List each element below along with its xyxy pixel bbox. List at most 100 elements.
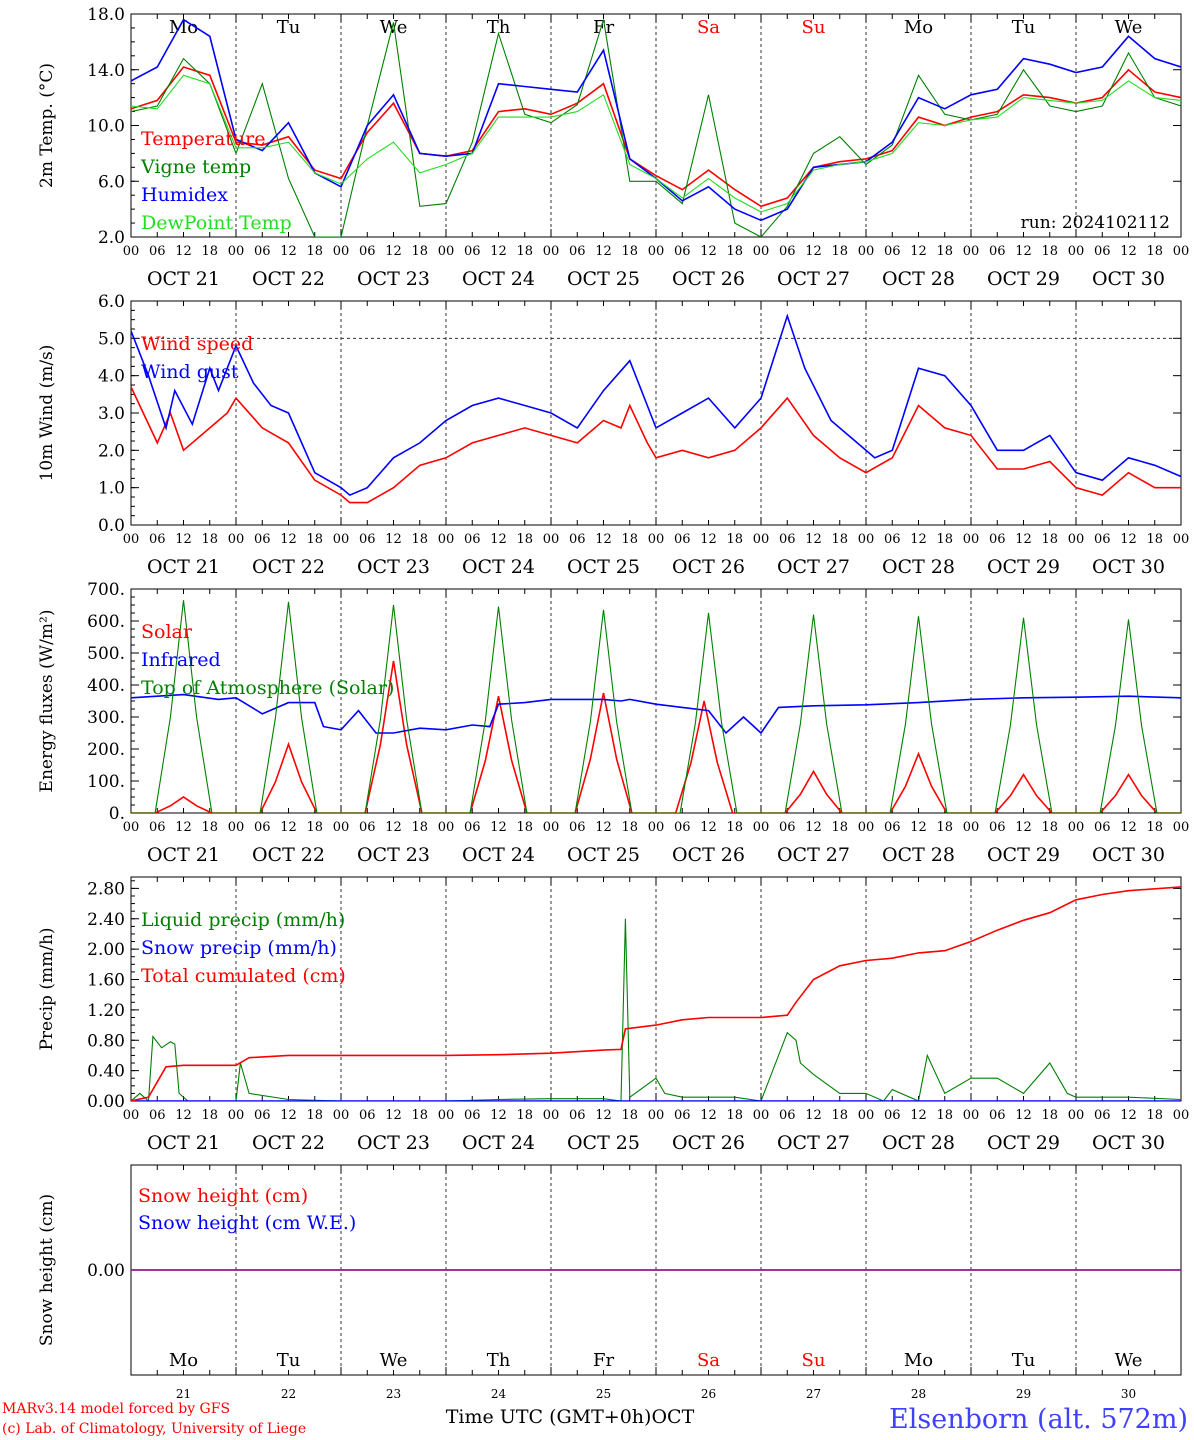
x-hour-label: 18 <box>831 532 848 547</box>
x-hour-label: 12 <box>595 244 612 259</box>
y-axis-label: 10m Wind (m/s) <box>37 345 57 482</box>
x-hour-label: 18 <box>306 820 323 835</box>
x-day-label: OCT 22 <box>252 556 325 578</box>
legend-entry: Wind speed <box>141 333 253 355</box>
series-line-temperature <box>131 66 1181 208</box>
x-hour-label: 18 <box>621 1108 638 1123</box>
x-day-label: OCT 26 <box>672 556 745 578</box>
x-hour-label: 00 <box>1173 1108 1190 1123</box>
x-day-label: OCT 26 <box>672 1132 745 1154</box>
weekday-label: Sa <box>697 17 720 38</box>
x-hour-label: 06 <box>464 244 481 259</box>
x-hour-label: 06 <box>149 532 166 547</box>
legend-entry: Solar <box>141 621 193 643</box>
x-hour-label: 06 <box>779 820 796 835</box>
x-hour-label: 06 <box>884 244 901 259</box>
x-day-label: OCT 26 <box>672 268 745 290</box>
x-day-label: OCT 24 <box>462 844 535 866</box>
x-hour-label: 18 <box>201 532 218 547</box>
x-axis-month: OCT <box>651 1406 694 1428</box>
x-hour-label: 18 <box>936 244 953 259</box>
x-hour-label: 12 <box>175 1108 192 1123</box>
x-hour-label: 00 <box>963 1108 980 1123</box>
series-line-dewpoint-temp <box>131 74 1181 213</box>
x-hour-label: 12 <box>1120 244 1137 259</box>
weekday-label: Sa <box>697 1350 720 1371</box>
credit-line-lab: (c) Lab. of Climatology, University of L… <box>2 1421 306 1437</box>
legend-entry: Snow height (cm W.E.) <box>138 1212 356 1234</box>
x-hour-label: 18 <box>936 820 953 835</box>
x-day-label: OCT 30 <box>1092 268 1165 290</box>
x-hour-label: 18 <box>411 244 428 259</box>
x-hour-label: 12 <box>595 532 612 547</box>
x-day-label: OCT 28 <box>882 1132 955 1154</box>
weekday-label: We <box>380 1350 408 1371</box>
x-hour-label: 00 <box>648 532 665 547</box>
x-hour-label: 12 <box>910 244 927 259</box>
x-hour-label: 00 <box>1068 532 1085 547</box>
x-hour-label: 12 <box>280 244 297 259</box>
weekday-label: Tu <box>1012 17 1036 38</box>
x-hour-label: 00 <box>228 244 245 259</box>
x-axis-title-text: Time UTC (GMT+0h) <box>446 1406 652 1428</box>
day-number-label: 22 <box>281 1387 296 1401</box>
legend-entry: Infrared <box>141 649 221 671</box>
series-line-wind-gust <box>131 313 1181 497</box>
y-axis-label: Energy fluxes (W/m²) <box>37 610 57 793</box>
x-hour-label: 18 <box>831 1108 848 1123</box>
x-hour-label: 00 <box>123 820 140 835</box>
y-tick-label: 6.0 <box>98 172 125 192</box>
x-hour-label: 00 <box>963 244 980 259</box>
legend-entry: Snow precip (mm/h) <box>141 937 337 959</box>
x-hour-label: 00 <box>543 244 560 259</box>
x-hour-label: 06 <box>359 532 376 547</box>
x-hour-label: 06 <box>779 244 796 259</box>
weekday-label: Th <box>487 17 511 38</box>
day-number-label: 27 <box>806 1387 821 1401</box>
x-hour-label: 06 <box>1094 1108 1111 1123</box>
y-tick-label: 2.80 <box>87 879 125 899</box>
x-day-label: OCT 27 <box>777 556 850 578</box>
x-day-label: OCT 30 <box>1092 844 1165 866</box>
x-hour-label: 06 <box>989 244 1006 259</box>
x-hour-label: 00 <box>228 820 245 835</box>
x-hour-label: 18 <box>201 1108 218 1123</box>
x-hour-label: 06 <box>464 1108 481 1123</box>
y-tick-label: 0.40 <box>87 1062 125 1082</box>
x-hour-label: 00 <box>753 532 770 547</box>
y-tick-label: 6.0 <box>98 292 125 312</box>
x-hour-label: 18 <box>726 1108 743 1123</box>
x-hour-label: 12 <box>385 820 402 835</box>
y-tick-label: 2.0 <box>98 228 125 248</box>
x-hour-label: 12 <box>175 532 192 547</box>
x-hour-label: 00 <box>753 820 770 835</box>
x-hour-label: 12 <box>280 532 297 547</box>
x-hour-label: 18 <box>831 820 848 835</box>
x-day-label: OCT 24 <box>462 556 535 578</box>
chart-panel-4: 0.00 0.40 0.80 1.20 1.60 2.00 2.40 2.80 Precip (… <box>37 876 1190 1154</box>
x-day-label: OCT 28 <box>882 268 955 290</box>
y-tick-label: 700. <box>87 580 125 600</box>
x-hour-label: 12 <box>1015 244 1032 259</box>
x-hour-label: 18 <box>201 244 218 259</box>
y-tick-label: 10.0 <box>87 117 125 137</box>
x-day-label: OCT 25 <box>567 556 640 578</box>
x-hour-label: 00 <box>543 1108 560 1123</box>
x-hour-label: 06 <box>1094 532 1111 547</box>
x-hour-label: 12 <box>595 1108 612 1123</box>
chart-panel-2: 0.0 1.0 2.0 3.0 4.0 5.0 6.0 10m Wind (m/s) 00 06 1… <box>37 292 1189 578</box>
x-day-label: OCT 27 <box>777 268 850 290</box>
x-day-label: OCT 23 <box>357 1132 430 1154</box>
x-hour-label: 12 <box>385 244 402 259</box>
x-hour-label: 06 <box>1094 244 1111 259</box>
x-hour-label: 00 <box>333 1108 350 1123</box>
weekday-label: Su <box>802 17 826 38</box>
x-hour-label: 18 <box>306 244 323 259</box>
x-hour-label: 00 <box>123 532 140 547</box>
x-hour-label: 12 <box>1120 820 1137 835</box>
x-hour-label: 06 <box>884 820 901 835</box>
legend-entry: DewPoint Temp <box>141 212 292 234</box>
x-day-label: OCT 25 <box>567 268 640 290</box>
x-hour-label: 00 <box>648 244 665 259</box>
x-hour-label: 00 <box>1173 820 1190 835</box>
